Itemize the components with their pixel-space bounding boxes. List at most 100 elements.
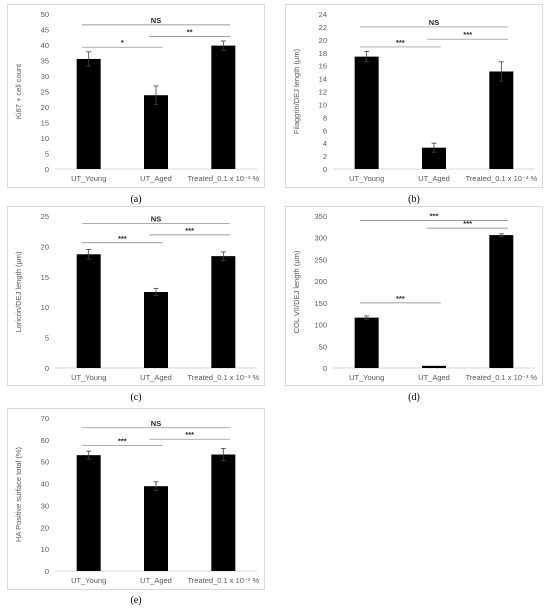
bar-chart-a: 0 5 10 15 20 25 30 35 40 45 50 Ki67 + cell count UT_… (14, 10, 260, 183)
y-tick-label: 50 (41, 10, 49, 19)
significance-label: *** (430, 211, 439, 220)
y-tick-label: 30 (41, 501, 49, 510)
bar (76, 254, 101, 368)
panel-caption-c: (c) (130, 392, 142, 403)
y-axis-label: HA Positive surface total (%) (14, 446, 23, 542)
category-label: UT_Aged (140, 576, 172, 585)
bar-chart-d: 0 50 100 150 200 250 300 350 COL VII/DEJ length … (292, 211, 537, 382)
significance-label: *** (463, 219, 472, 228)
panel-caption-e: (e) (130, 595, 142, 606)
y-tick-label: 18 (319, 49, 327, 58)
significance-label: *** (185, 430, 194, 439)
y-tick-label: 100 (314, 321, 327, 330)
significance-label: NS (151, 214, 161, 223)
category-label: UT_Young (349, 174, 384, 183)
bar-chart-e: 0 10 20 30 40 50 60 70 HA Positive surface total… (14, 414, 260, 585)
category-label: UT_Young (349, 373, 384, 382)
bar (144, 486, 168, 571)
significance-label: *** (118, 437, 127, 446)
bar (422, 365, 446, 368)
y-tick-label: 24 (319, 10, 327, 19)
significance-label: * (121, 38, 124, 47)
bar (144, 95, 168, 169)
y-axis-label: Ki67 + cell count (14, 63, 23, 119)
y-tick-label: 20 (41, 523, 49, 532)
y-tick-label: 14 (319, 75, 327, 84)
chart-panel-c: 0 5 10 15 20 25 Loricrin/DEJ length (µm) UT_You… (7, 206, 265, 406)
y-tick-label: 30 (41, 72, 49, 81)
bar-chart-c: 0 5 10 15 20 25 Loricrin/DEJ length (µm) UT_You… (14, 212, 260, 382)
panel-caption-d: (d) (408, 392, 420, 403)
y-tick-label: 300 (314, 234, 327, 243)
y-tick-label: 350 (314, 212, 327, 221)
panel-caption-a: (a) (130, 194, 142, 205)
y-tick-label: 2 (323, 152, 327, 161)
y-tick-label: 40 (41, 41, 49, 50)
y-tick-label: 10 (41, 134, 49, 143)
bar (144, 292, 168, 368)
y-tick-label: 60 (41, 436, 49, 445)
category-label: UT_Young (71, 576, 106, 585)
bar (211, 256, 236, 368)
y-tick-label: 20 (41, 103, 49, 112)
significance-label: NS (151, 16, 161, 25)
y-tick-label: 40 (41, 480, 49, 489)
y-tick-label: 5 (45, 334, 49, 343)
y-tick-label: 20 (41, 242, 49, 251)
chart-panel-d: 0 50 100 150 200 250 300 350 COL VII/DEJ length … (285, 206, 543, 406)
y-tick-label: 50 (41, 458, 49, 467)
chart-panel-a: 0 5 10 15 20 25 30 35 40 45 50 Ki67 + cell count UT_… (7, 4, 265, 214)
y-tick-label: 0 (45, 364, 49, 373)
y-tick-label: 200 (314, 277, 327, 286)
category-label: Treated_0.1 x 10⁻³ % (188, 373, 260, 382)
y-tick-label: 16 (319, 62, 327, 71)
bar (354, 56, 379, 169)
category-label: Treated_0.1 x 10⁻³ % (188, 174, 260, 183)
category-label: UT_Young (71, 373, 106, 382)
y-tick-label: 50 (319, 342, 327, 351)
category-label: UT_Young (71, 174, 106, 183)
y-tick-label: 6 (323, 126, 327, 135)
category-label: UT_Aged (140, 174, 172, 183)
y-tick-label: 20 (319, 36, 327, 45)
bar (76, 58, 101, 170)
y-tick-label: 0 (323, 165, 327, 174)
y-tick-label: 25 (41, 212, 49, 221)
y-tick-label: 0 (45, 567, 49, 576)
y-axis-label: Loricrin/DEJ length (µm) (14, 251, 23, 333)
y-tick-label: 250 (314, 255, 327, 264)
significance-label: *** (396, 294, 405, 303)
category-label: Treated_0.1 x 10⁻³ % (188, 576, 260, 585)
bar (211, 454, 236, 571)
y-tick-label: 4 (323, 139, 327, 148)
y-tick-label: 12 (319, 88, 327, 97)
y-tick-label: 10 (319, 100, 327, 109)
bar (76, 455, 101, 571)
significance-label: *** (118, 234, 127, 243)
significance-label: *** (185, 226, 194, 235)
bar (422, 147, 446, 169)
panel-caption-b: (b) (408, 194, 420, 205)
y-tick-label: 5 (45, 150, 49, 159)
significance-label: NS (429, 18, 439, 27)
y-tick-label: 15 (41, 273, 49, 282)
category-label: UT_Aged (418, 174, 450, 183)
y-tick-label: 15 (41, 119, 49, 128)
y-tick-label: 22 (319, 23, 327, 32)
category-label: UT_Aged (140, 373, 172, 382)
chart-panel-e: 0 10 20 30 40 50 60 70 HA Positive surface total… (7, 408, 265, 608)
y-tick-label: 35 (41, 57, 49, 66)
significance-label: *** (463, 30, 472, 39)
y-axis-label: Filaggrin/DEJ length (µm) (292, 48, 301, 134)
bar (354, 317, 379, 368)
significance-label: *** (396, 38, 405, 47)
y-tick-label: 70 (41, 414, 49, 423)
chart-panel-b: 0 2 4 6 8 10 12 14 16 18 20 22 24 Filaggrin/DEJ lengt… (285, 4, 543, 214)
significance-label: NS (151, 419, 161, 428)
y-tick-label: 8 (323, 113, 327, 122)
y-tick-label: 0 (323, 364, 327, 373)
significance-label: ** (187, 28, 193, 37)
y-tick-label: 10 (41, 545, 49, 554)
y-tick-label: 150 (314, 299, 327, 308)
